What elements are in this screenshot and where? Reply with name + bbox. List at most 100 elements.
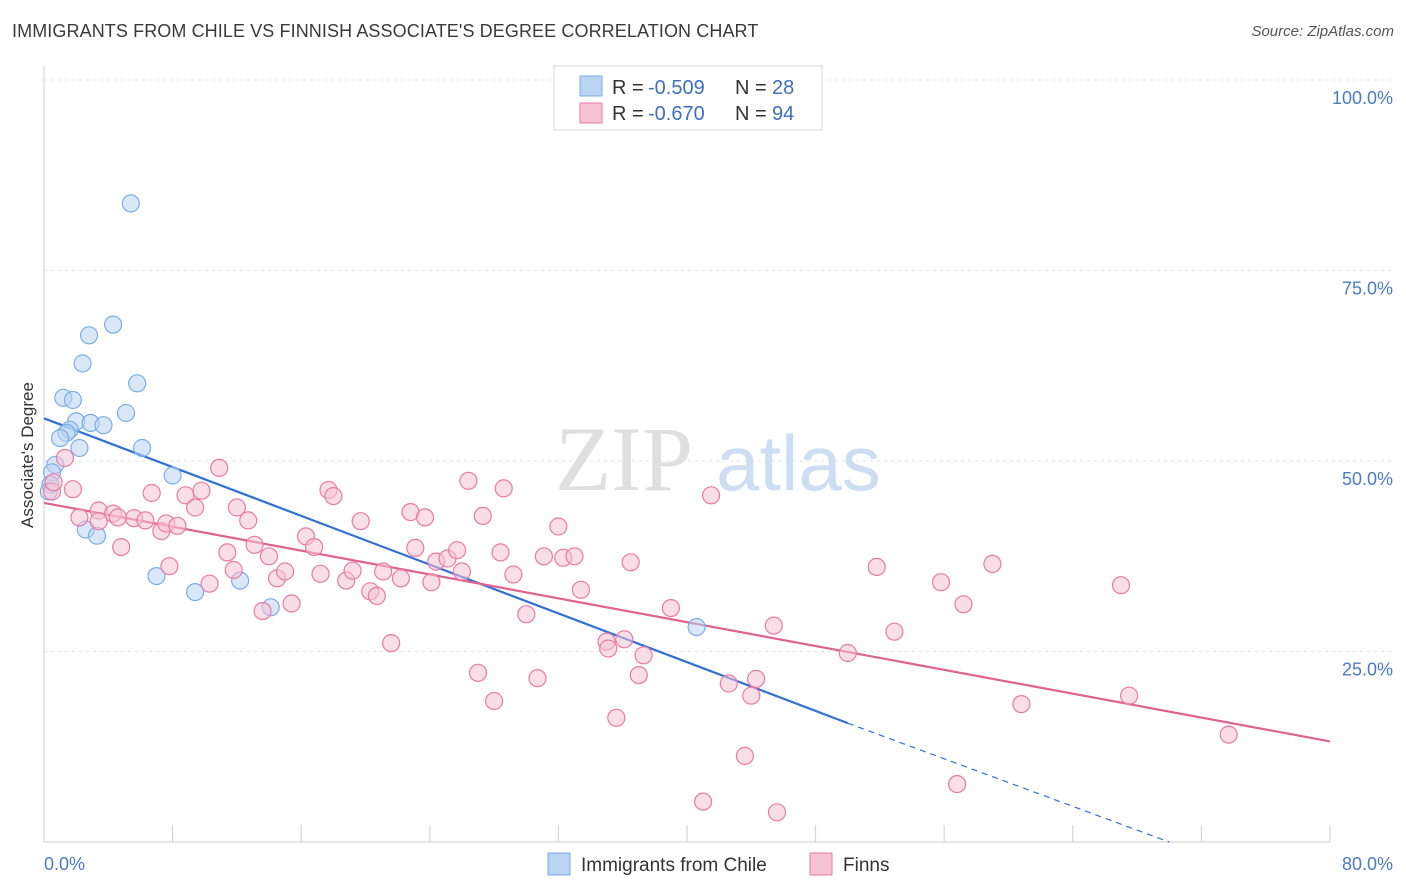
finns-point-85 — [983, 554, 1002, 574]
bottom-legend-swatch-finns — [809, 852, 833, 876]
finns-point-52 — [485, 691, 504, 711]
data-points — [39, 194, 1238, 822]
chile-point-3 — [73, 354, 92, 373]
finns-point-57 — [528, 669, 547, 688]
finns-point-84 — [954, 595, 973, 614]
finns-point-79 — [838, 643, 857, 663]
finns-point-81 — [885, 622, 904, 641]
finns-point-17 — [210, 458, 229, 477]
finns-point-5 — [112, 537, 131, 557]
legend-n-label-finns: N = — [735, 103, 767, 125]
finns-point-83 — [947, 774, 967, 794]
finns-point-38 — [374, 562, 393, 581]
finns-point-93 — [44, 473, 63, 492]
finns-point-66 — [615, 630, 634, 649]
finns-point-26 — [276, 562, 295, 581]
finns-point-1 — [55, 448, 75, 468]
finns-point-77 — [764, 616, 783, 635]
chile-point-7 — [116, 403, 136, 423]
finns-point-22 — [245, 535, 264, 554]
finns-point-74 — [735, 746, 755, 766]
chile-point-27 — [687, 617, 706, 637]
finns-point-21 — [239, 511, 258, 530]
chile-point-23 — [147, 566, 166, 586]
legend-n-label-chile: N = — [735, 77, 767, 99]
finns-point-35 — [351, 512, 370, 531]
chart-title: IMMIGRANTS FROM CHILE VS FINNISH ASSOCIA… — [12, 21, 759, 41]
chile-point-6 — [63, 390, 83, 410]
watermark: ZIP atlas — [555, 408, 881, 510]
finns-point-56 — [517, 605, 536, 624]
chile-point-2 — [79, 326, 99, 345]
finns-point-71 — [693, 792, 713, 811]
y-tick-label-25: 25.0% — [1342, 660, 1393, 680]
finns-point-11 — [168, 516, 187, 535]
finns-point-64 — [599, 639, 618, 658]
finns-point-48 — [452, 562, 471, 581]
finns-point-15 — [192, 481, 211, 500]
finns-point-59 — [549, 517, 568, 536]
chile-point-14 — [70, 438, 89, 458]
finns-point-82 — [931, 573, 951, 592]
finns-point-37 — [367, 586, 386, 606]
legend-r-label-chile: R = — [612, 77, 644, 99]
legend-r-label-finns: R = — [612, 103, 644, 125]
finns-point-32 — [324, 487, 343, 506]
finns-point-76 — [746, 669, 766, 689]
finns-point-78 — [767, 803, 787, 822]
finns-point-87 — [1111, 576, 1131, 595]
finns-point-30 — [311, 564, 330, 583]
chile-point-10 — [94, 416, 113, 435]
finns-point-18 — [218, 543, 237, 562]
finns-point-69 — [634, 646, 653, 665]
finns-point-54 — [494, 479, 513, 498]
y-tick-labels: 100.0% 75.0% 50.0% 25.0% — [1332, 88, 1393, 680]
finns-point-68 — [629, 665, 648, 685]
y-axis-label: Associate's Degree — [18, 382, 37, 528]
finns-point-24 — [259, 547, 279, 566]
bottom-legend-label-chile: Immigrants from Chile — [581, 855, 767, 876]
finns-point-14 — [186, 498, 205, 517]
legend-n-value-finns: 94 — [772, 103, 794, 125]
legend-swatch-chile — [579, 75, 603, 97]
finns-point-12 — [160, 557, 179, 576]
finns-point-80 — [867, 557, 886, 577]
finns-point-90 — [108, 508, 128, 527]
finns-point-47 — [448, 541, 467, 560]
finns-point-40 — [391, 569, 410, 588]
bottom-legend: Immigrants from Chile Finns — [547, 852, 889, 876]
finns-point-19 — [224, 560, 243, 580]
finns-point-92 — [89, 512, 108, 531]
finns-point-55 — [504, 565, 523, 584]
legend-r-value-finns: -0.670 — [648, 103, 705, 125]
gridlines — [44, 79, 1392, 652]
chile-point-1 — [103, 315, 123, 334]
chile-point-13 — [50, 429, 70, 448]
trend-line-finns — [43, 501, 1331, 743]
bottom-legend-label-finns: Finns — [843, 855, 889, 876]
chart-source: Source: ZipAtlas.com — [1251, 23, 1394, 40]
finns-point-50 — [468, 663, 488, 682]
finns-point-20 — [227, 498, 246, 517]
finns-point-29 — [305, 537, 324, 557]
x-axis-ticks — [43, 825, 1331, 842]
finns-point-39 — [382, 633, 401, 653]
finns-point-67 — [621, 553, 640, 572]
finns-point-7 — [136, 511, 155, 530]
trend-line-chile-extension — [847, 722, 1170, 843]
finns-point-89 — [1219, 725, 1238, 744]
finns-point-65 — [607, 708, 626, 727]
chile-point-24 — [186, 582, 205, 602]
chile-point-0 — [121, 194, 140, 213]
watermark-zip: ZIP — [555, 408, 693, 510]
finns-point-51 — [473, 506, 492, 526]
finns-point-75 — [742, 686, 761, 705]
legend-swatch-finns — [579, 102, 603, 124]
y-tick-label-50: 50.0% — [1342, 469, 1393, 489]
watermark-atlas: atlas — [716, 419, 881, 507]
finns-point-49 — [459, 471, 478, 490]
finns-point-72 — [701, 486, 721, 505]
finns-point-27 — [282, 594, 301, 613]
finns-point-62 — [571, 580, 591, 599]
